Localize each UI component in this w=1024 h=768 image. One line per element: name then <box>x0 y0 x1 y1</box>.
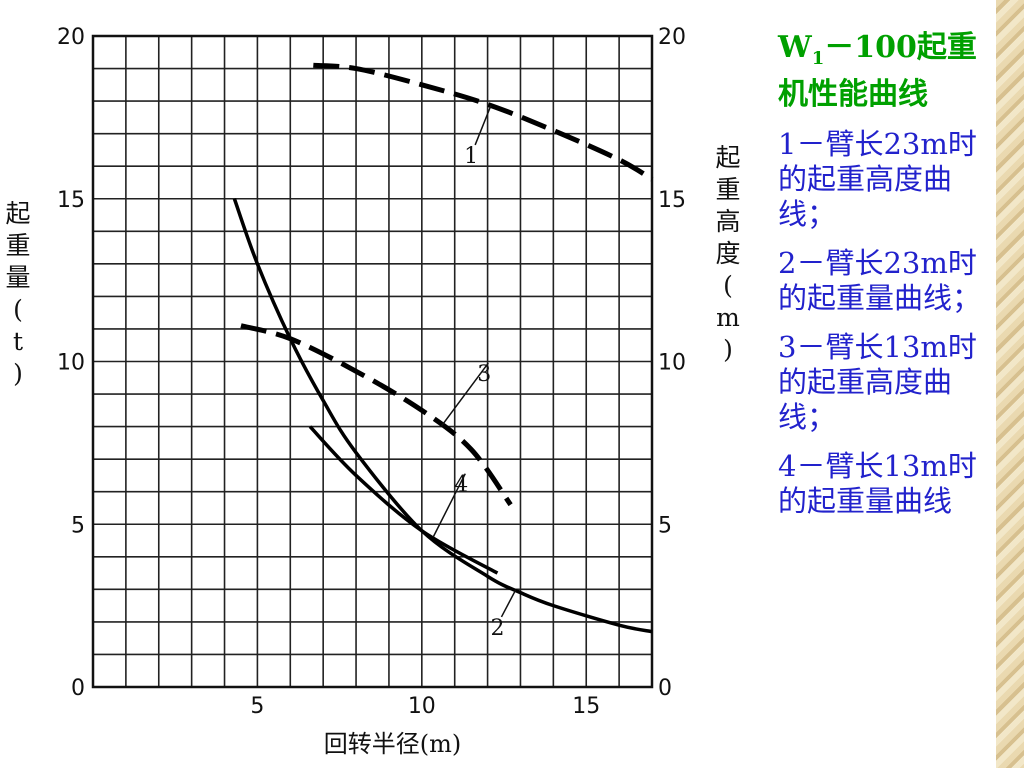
y-tick-label-left: 0 <box>71 676 85 701</box>
y-tick-label-left: 5 <box>71 513 85 538</box>
curve-label-4: 4 <box>454 473 468 498</box>
leader-line-2 <box>500 589 517 618</box>
plot-frame <box>91 34 654 689</box>
axis-label-char: ( <box>723 271 733 300</box>
axis-label-char: 重 <box>715 175 740 204</box>
curve-3 <box>240 323 513 507</box>
x-tick-label: 5 <box>250 694 264 719</box>
curves <box>232 62 654 634</box>
y-axis-label-right: 起重高度 ( m) <box>715 143 740 364</box>
x-axis-label: 回转半径(m) <box>324 730 461 758</box>
leader-line-4 <box>432 473 466 538</box>
curve-leader-lines <box>432 105 517 618</box>
axis-label-char: t <box>13 327 23 356</box>
y-axis-label-left: 起重量 ( t) <box>5 199 30 388</box>
curve-label-1: 1 <box>464 144 478 169</box>
panel-title-subscript: 1 <box>811 48 825 69</box>
y-tick-label-left: 20 <box>57 25 85 50</box>
axis-label-char: m <box>716 303 740 332</box>
legend-item-2: 2－臂长23m时的起重量曲线； <box>778 246 982 315</box>
legend-panel: W1－100起重机性能曲线 1－臂长23m时的起重高度曲线； 2－臂长23m时的… <box>778 30 996 533</box>
curve-2 <box>232 198 653 634</box>
axis-label-char: 起 <box>5 199 30 228</box>
panel-title-w: W <box>778 30 812 65</box>
axis-label-char: ( <box>13 295 23 324</box>
y-tick-label-right: 0 <box>658 676 672 701</box>
y-tick-label-right: 20 <box>658 25 686 50</box>
panel-title: W1－100起重机性能曲线 <box>778 30 996 113</box>
leader-line-3 <box>440 362 489 427</box>
legend-item-3: 3－臂长13m时的起重高度曲线； <box>778 330 977 434</box>
axis-label-char: ) <box>13 359 23 388</box>
axis-label-char: 度 <box>715 239 740 268</box>
y-tick-label-right: 15 <box>658 188 686 213</box>
axis-label-char: 量 <box>5 263 30 292</box>
curve-label-2: 2 <box>490 616 504 641</box>
axis-label-char: ) <box>723 335 733 364</box>
y-tick-label-left: 10 <box>57 351 85 376</box>
axis-label-char: 重 <box>5 231 30 260</box>
tick-labels: 0 0 5 5 10 10 15 15 20 20 5 10 15 <box>57 25 686 719</box>
legend-item-1: 1－臂长23m时的起重高度曲线； <box>778 127 977 231</box>
legend-item-4: 4－臂长13m时的起重量曲线 <box>778 449 977 518</box>
curve-4 <box>308 425 499 575</box>
axis-label-char: 高 <box>715 207 740 236</box>
curve-1 <box>313 62 654 182</box>
leader-line-1 <box>474 105 492 146</box>
x-tick-label: 10 <box>408 694 436 719</box>
curve-labels: 1 2 3 4 <box>454 144 504 641</box>
panel-title-rest: －100起重机性能曲线 <box>778 30 977 112</box>
chart-grid <box>92 35 653 688</box>
y-tick-label-right: 10 <box>658 351 686 376</box>
decorative-side-strip <box>996 0 1024 768</box>
y-tick-label-left: 15 <box>57 188 85 213</box>
x-tick-label: 15 <box>572 694 600 719</box>
y-tick-label-right: 5 <box>658 513 672 538</box>
curve-label-3: 3 <box>477 362 491 387</box>
axis-label-char: 起 <box>715 143 740 172</box>
